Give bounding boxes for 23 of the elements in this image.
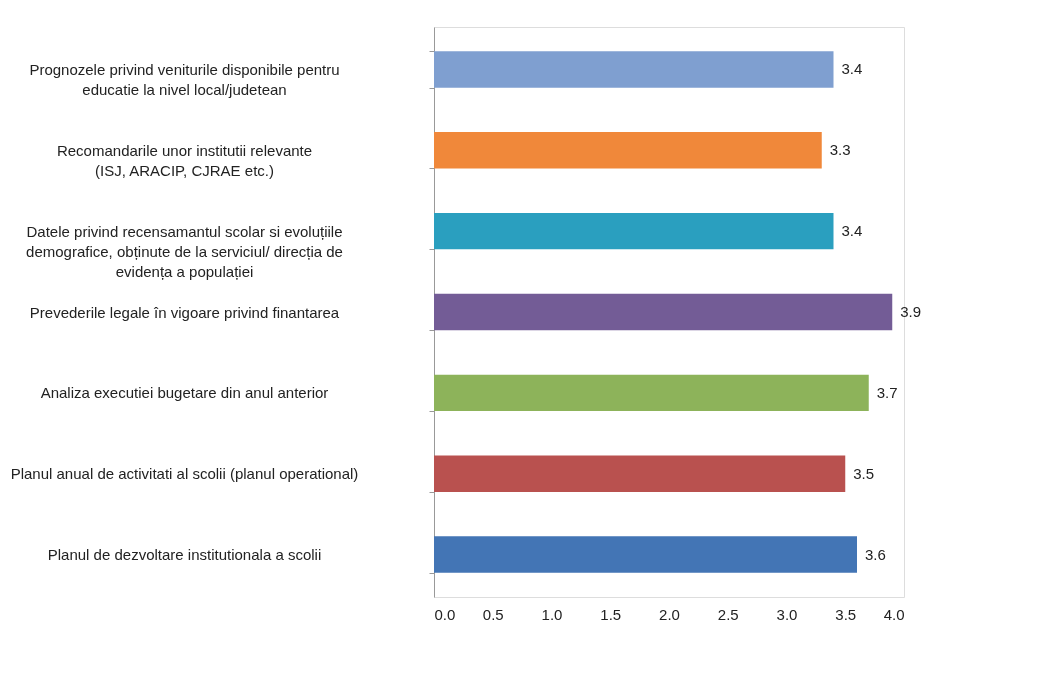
data-label: 3.6 <box>865 545 886 563</box>
y-tick-label: Prognozele privind veniturile disponibile pentru educatie la nivel local/judetean <box>29 60 340 98</box>
y-tick-label: Planul de dezvoltare institutionala a scolii <box>47 546 322 564</box>
data-label: 3.4 <box>841 222 863 240</box>
y-tick-label: Datele privind recensamantul scolar si evoluțiile demografice, obținute de la serviciul/ direcția de evidența a populației <box>26 222 343 280</box>
y-tick-label: Recomandarile unor institutii relevante (ISJ, ARACIP, CJRAE etc.) <box>56 141 313 179</box>
x-tick-label: 0.0 <box>434 605 456 623</box>
x-tick-label: 4.0 <box>883 605 905 623</box>
data-label: 3.9 <box>900 303 922 320</box>
y-tick-label: Analiza executiei bugetare din anul anterior <box>40 384 329 402</box>
x-tick-label: 3.0 <box>776 605 798 623</box>
data-label: 3.4 <box>841 60 863 78</box>
x-tick-label: 3.5 <box>835 605 857 623</box>
x-tick-label: 2.0 <box>659 605 680 623</box>
data-label: 3.5 <box>853 464 875 482</box>
data-label: 3.7 <box>876 383 898 401</box>
y-tick-label: Prevederile legale în vigoare privind finantarea <box>29 303 340 321</box>
x-tick-label: 1.5 <box>600 605 622 623</box>
x-tick-label: 2.5 <box>717 605 739 623</box>
data-label: 3.3 <box>829 141 851 159</box>
x-tick-label: 1.0 <box>541 605 563 623</box>
y-tick-label: Planul anual de activitati al scolii (planul operational) <box>10 465 359 483</box>
x-tick-label: 0.5 <box>482 605 504 623</box>
